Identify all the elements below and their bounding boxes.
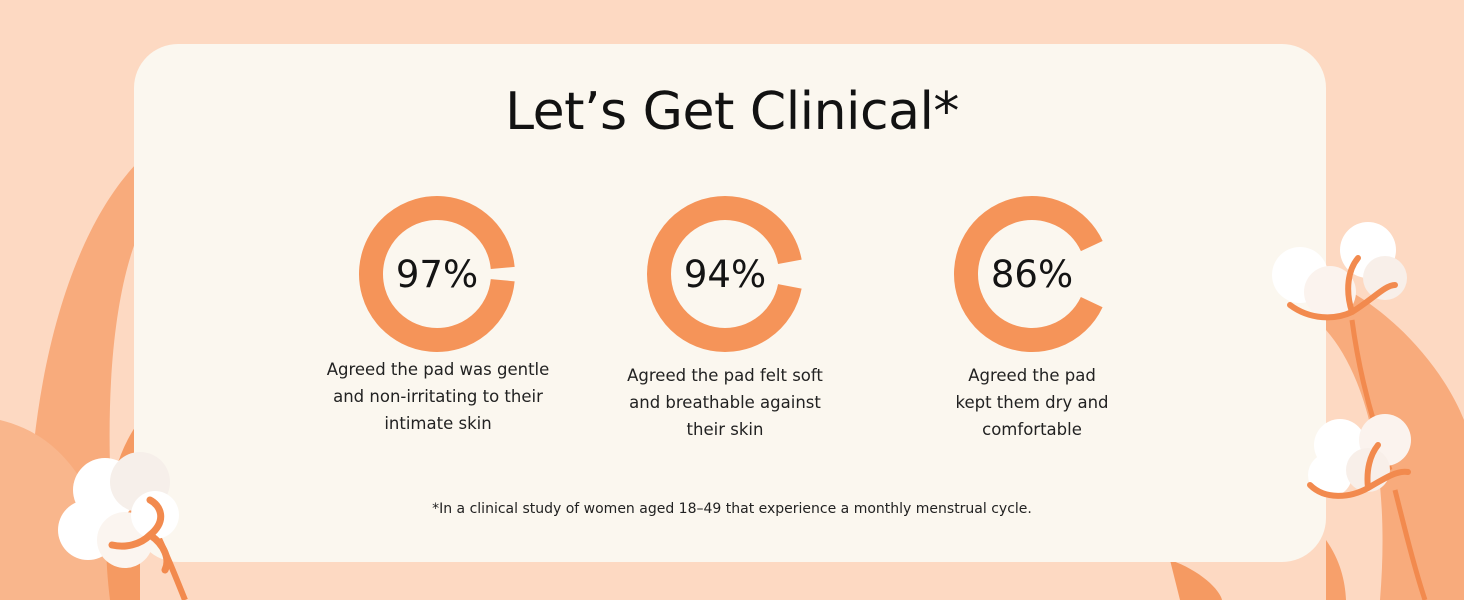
desc-line: and breathable against [629, 393, 821, 412]
clinical-card [134, 44, 1326, 562]
desc-line: Agreed the pad [968, 366, 1096, 385]
desc-line: and non-irritating to their [333, 387, 543, 406]
desc-line: their skin [686, 420, 764, 439]
percent-value: 94% [683, 252, 767, 296]
page-title: Let’s Get Clinical* [505, 82, 959, 142]
leaf-shape [1170, 560, 1222, 600]
progress-ring [647, 196, 803, 352]
percent-value: 86% [990, 252, 1074, 296]
leaf-shape [1326, 540, 1346, 600]
stat-ring-3: 86% [952, 194, 1112, 354]
progress-ring [954, 196, 1110, 352]
desc-line: intimate skin [384, 414, 492, 433]
stat-ring-2: 94% [645, 194, 805, 354]
stat-description-3: Agreed the pad kept them dry and comfort… [882, 362, 1182, 443]
leaf-shape [1326, 280, 1464, 600]
desc-line: comfortable [982, 420, 1082, 439]
stat-ring-1: 97% [357, 194, 517, 354]
stat-description-2: Agreed the pad felt soft and breathable … [575, 362, 875, 443]
desc-line: Agreed the pad felt soft [627, 366, 823, 385]
desc-line: kept them dry and [955, 393, 1109, 412]
percent-value: 97% [395, 252, 479, 296]
progress-ring [359, 196, 515, 352]
stat-description-1: Agreed the pad was gentle and non-irrita… [288, 356, 588, 437]
desc-line: Agreed the pad was gentle [326, 360, 550, 379]
footnote: *In a clinical study of women aged 18–49… [432, 501, 1032, 517]
